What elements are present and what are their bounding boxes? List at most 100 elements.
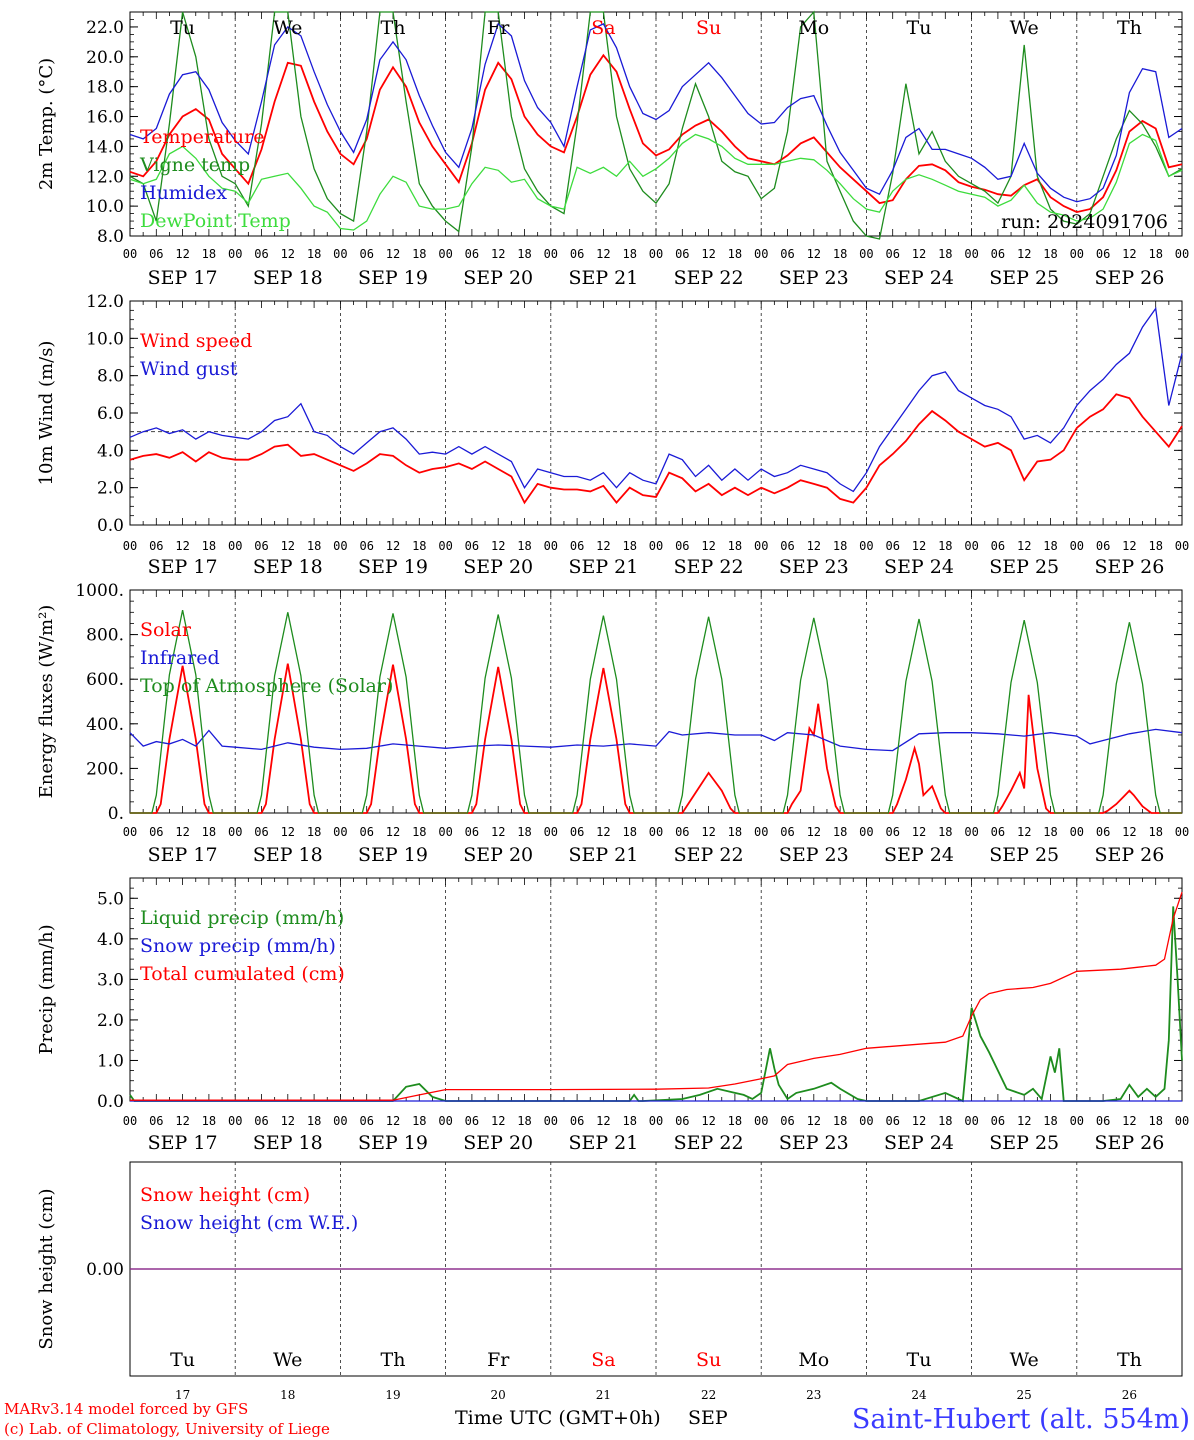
hour-label: 18	[517, 247, 531, 261]
legend-entry: Snow precip (mm/h)	[140, 935, 336, 957]
hour-label: 00	[228, 539, 242, 553]
hour-label: 00	[438, 1114, 452, 1128]
hour-label: 06	[991, 539, 1005, 553]
series-line	[129, 10, 1183, 240]
date-label: SEP 17	[148, 844, 218, 866]
hour-label: 12	[912, 247, 926, 261]
weekday-label: Tu	[170, 17, 195, 39]
hour-label: 18	[1043, 1114, 1057, 1128]
y-tick-label: 8.0	[97, 227, 124, 247]
weekday-label: Th	[381, 17, 406, 39]
hour-label: 06	[570, 825, 584, 839]
station-title: Saint-Hubert (alt. 554m)	[852, 1404, 1190, 1435]
hour-label: 06	[359, 247, 373, 261]
hour-label: 12	[491, 539, 505, 553]
weekday-label: Mo	[798, 17, 829, 39]
legend-entry: Infrared	[140, 647, 220, 669]
hour-label: 00	[649, 825, 663, 839]
y-axis-title: Energy fluxes (W/m²)	[36, 605, 57, 799]
y-tick-label: 20.0	[86, 48, 124, 68]
hour-label: 06	[885, 825, 899, 839]
hour-label: 06	[1096, 539, 1110, 553]
hour-label: 12	[491, 1114, 505, 1128]
y-tick-label: 12.0	[86, 292, 124, 312]
y-axis-title: 10m Wind (m/s)	[36, 341, 57, 486]
y-tick-label: 0.0	[97, 1092, 124, 1112]
hour-label: 18	[938, 539, 952, 553]
hour-label: 06	[254, 247, 268, 261]
hour-label: 06	[780, 539, 794, 553]
hour-label: 00	[438, 539, 452, 553]
date-label: SEP 20	[463, 267, 533, 289]
hour-label: 12	[281, 539, 295, 553]
date-label: SEP 18	[253, 844, 323, 866]
y-tick-label: 2.0	[97, 1011, 124, 1031]
hour-label: 00	[859, 247, 873, 261]
hour-label: 00	[859, 825, 873, 839]
hour-label: 00	[1070, 1114, 1084, 1128]
hour-label: 12	[1122, 247, 1136, 261]
hour-label: 00	[544, 247, 558, 261]
hour-label: 18	[622, 539, 636, 553]
hour-label: 18	[202, 825, 216, 839]
date-label: SEP 21	[568, 844, 638, 866]
date-label: SEP 21	[568, 556, 638, 578]
hour-label: 06	[675, 1114, 689, 1128]
hour-label: 18	[307, 247, 321, 261]
hour-label: 00	[544, 539, 558, 553]
y-tick-label: 1000.	[75, 581, 124, 601]
hour-label: 00	[438, 825, 452, 839]
day-number: 24	[911, 1388, 927, 1402]
hour-label: 18	[412, 1114, 426, 1128]
hour-label: 12	[807, 539, 821, 553]
run-annotation: run: 2024091706	[1001, 211, 1168, 233]
y-tick-label: 16.0	[86, 108, 124, 128]
hour-label: 12	[1017, 539, 1031, 553]
hour-label: 12	[281, 825, 295, 839]
y-tick-label: 200.	[86, 759, 124, 779]
hour-label: 12	[175, 539, 189, 553]
hour-label: 06	[254, 1114, 268, 1128]
hour-label: 12	[175, 1114, 189, 1128]
hour-label: 06	[780, 1114, 794, 1128]
hour-label: 18	[1043, 825, 1057, 839]
hour-label: 12	[1017, 1114, 1031, 1128]
hour-label: 00	[1070, 247, 1084, 261]
date-label: SEP 21	[568, 1132, 638, 1154]
weekday-label: Sa	[591, 1349, 615, 1371]
hour-label: 12	[491, 825, 505, 839]
panel-4: 0.0 1.0 2.0 3.0 4.0 5.0 Precip (mm/h) Liquid pr…	[36, 877, 1189, 1154]
hour-label: 18	[833, 1114, 847, 1128]
hour-label: 18	[307, 539, 321, 553]
hour-label: 06	[570, 1114, 584, 1128]
hour-label: 12	[596, 825, 610, 839]
weekday-label: Mo	[798, 1349, 829, 1371]
hour-label: 06	[1096, 247, 1110, 261]
hour-label: 18	[517, 539, 531, 553]
weekday-label: Fr	[487, 1349, 510, 1371]
date-label: SEP 24	[884, 556, 954, 578]
hour-label: 06	[359, 825, 373, 839]
y-tick-label: 8.0	[97, 367, 124, 387]
hour-label: 06	[465, 539, 479, 553]
series-line	[129, 728, 1183, 752]
hour-label: 06	[675, 247, 689, 261]
date-label: SEP 25	[989, 556, 1059, 578]
day-number: 19	[385, 1388, 400, 1402]
hour-label: 06	[359, 1114, 373, 1128]
weekday-label: We	[1010, 1349, 1039, 1371]
hour-label: 06	[149, 539, 163, 553]
hour-label: 18	[622, 1114, 636, 1128]
hour-label: 00	[1070, 825, 1084, 839]
hour-label: 00	[333, 247, 347, 261]
hour-label: 00	[964, 1114, 978, 1128]
hour-label: 12	[1017, 247, 1031, 261]
hour-label: 18	[728, 1114, 742, 1128]
hour-label: 12	[175, 825, 189, 839]
weekday-label: Tu	[907, 17, 932, 39]
hour-label: 00	[754, 1114, 768, 1128]
hour-label: 00	[228, 825, 242, 839]
weekday-label: Su	[696, 17, 721, 39]
date-label: SEP 20	[463, 1132, 533, 1154]
date-label: SEP 17	[148, 267, 218, 289]
